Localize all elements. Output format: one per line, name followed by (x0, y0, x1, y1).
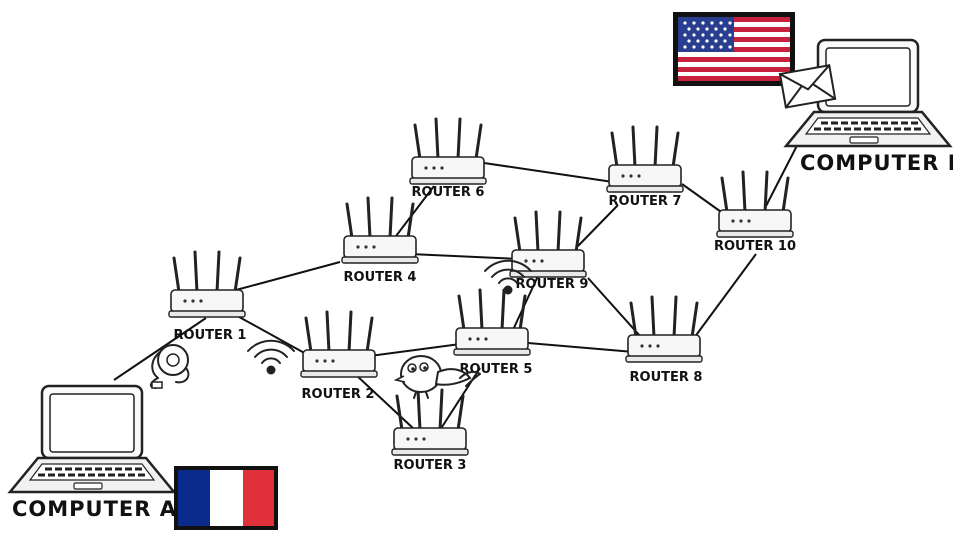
router-label: ROUTER 6 (412, 185, 485, 200)
link-r4-r6 (392, 185, 435, 241)
link-r1-r2 (231, 312, 309, 356)
router-6[interactable]: ROUTER 6 (408, 117, 488, 200)
link-r7-r10 (681, 183, 725, 215)
router-label: ROUTER 1 (174, 328, 247, 343)
link-r7-r9 (577, 204, 619, 247)
router-label: ROUTER 2 (302, 387, 375, 402)
link-r6-r7 (483, 162, 614, 183)
router-10[interactable]: ROUTER 10 (714, 170, 796, 254)
link-r9-r8 (587, 277, 641, 337)
computer-a[interactable]: COMPUTER A (8, 384, 177, 521)
router-label: ROUTER 5 (460, 362, 533, 377)
router-9[interactable]: ROUTER 9 (508, 210, 589, 292)
router-5[interactable]: ROUTER 5 (452, 288, 533, 377)
connection-lines (113, 127, 807, 431)
router-label: ROUTER 10 (714, 239, 796, 254)
router-label: ROUTER 9 (516, 277, 589, 292)
router-8[interactable]: ROUTER 8 (624, 295, 704, 385)
router-label: ROUTER 3 (394, 458, 467, 473)
router-label: ROUTER 8 (630, 370, 703, 385)
router-label: ROUTER 4 (344, 270, 417, 285)
router-3[interactable]: ROUTER 3 (390, 388, 470, 473)
france-flag (174, 466, 278, 530)
wifi-icon (247, 339, 295, 376)
link-r2-r5 (369, 342, 469, 357)
computer-b-label: COMPUTER B (800, 151, 953, 175)
link-r2-r3 (354, 373, 416, 431)
router-1[interactable]: ROUTER 1 (167, 250, 247, 343)
computer-b[interactable]: COMPUTER B (784, 38, 953, 175)
laptop-icon (8, 384, 176, 494)
link-r1-r4 (235, 261, 341, 291)
link-r5-r8 (527, 342, 635, 353)
link-r8-r10 (693, 253, 757, 339)
bird-icon (393, 355, 481, 399)
envelope-icon (778, 64, 837, 109)
cable-reel-icon (150, 344, 190, 389)
router-7[interactable]: ROUTER 7 (605, 125, 685, 209)
computer-a-label: COMPUTER A (12, 497, 177, 521)
link-a-r1 (113, 317, 207, 381)
router-2[interactable]: ROUTER 2 (299, 310, 379, 402)
router-4[interactable]: ROUTER 4 (340, 196, 420, 285)
usa-flag (673, 12, 795, 86)
router-label: ROUTER 7 (609, 194, 682, 209)
link-r4-r9 (409, 253, 521, 260)
